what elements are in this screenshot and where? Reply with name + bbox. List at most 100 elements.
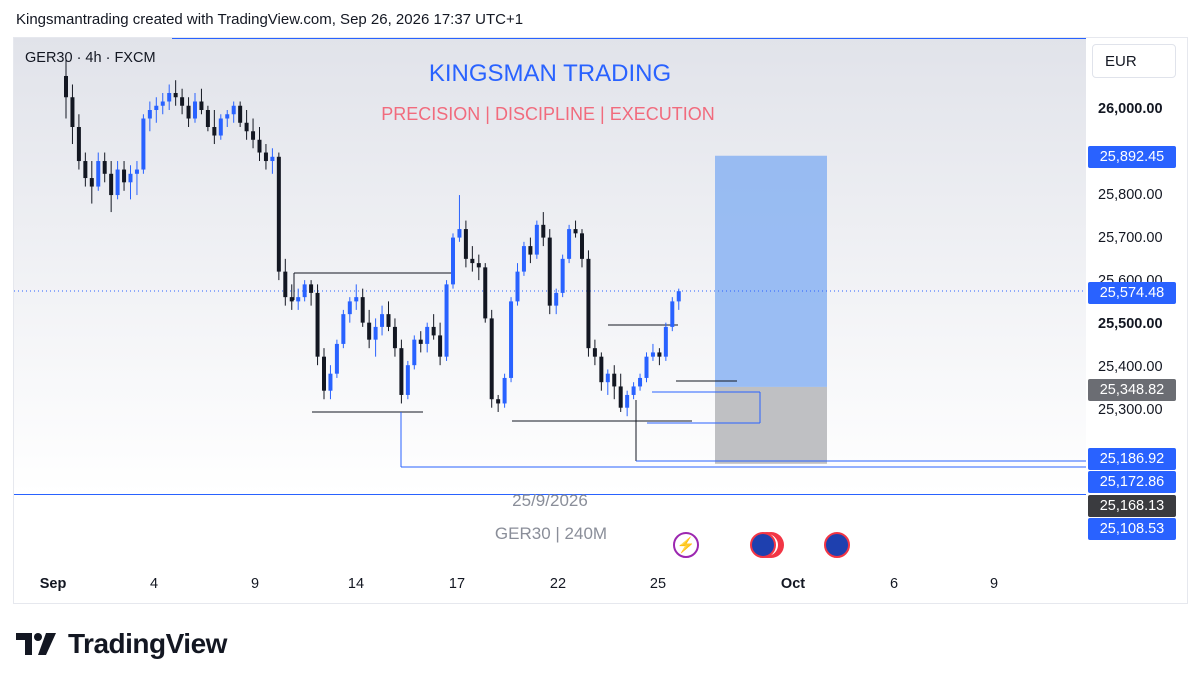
candle-body <box>625 394 630 408</box>
candle-body <box>64 75 68 98</box>
candle-body <box>521 246 526 272</box>
candle-body <box>109 173 114 196</box>
candle-body <box>528 246 533 255</box>
time-axis-label: 4 <box>149 576 159 592</box>
candle-body <box>231 105 236 115</box>
candle-body <box>509 301 514 378</box>
price-tag[interactable]: 25,172.86 <box>1088 471 1176 493</box>
candle-body <box>115 169 120 196</box>
candle-body <box>386 314 391 327</box>
price-tag[interactable]: 25,574.48 <box>1088 282 1176 304</box>
candle-body <box>560 258 565 293</box>
candle-body <box>193 101 197 119</box>
candle-body <box>160 101 165 106</box>
currency-button[interactable]: EUR <box>1092 44 1176 78</box>
candle-body <box>380 314 385 327</box>
price-axis-label: 25,300.00 <box>1098 402 1163 418</box>
candle-body <box>412 339 417 366</box>
chart-credit: Kingsmantrading created with TradingView… <box>16 11 524 28</box>
candle-body <box>367 322 372 340</box>
candle-body <box>128 173 133 183</box>
target-zone <box>715 155 827 387</box>
candle-body <box>289 297 294 302</box>
candle-body <box>670 301 675 327</box>
candle-body <box>470 258 475 264</box>
candle-body <box>270 156 275 162</box>
tradingview-logo-icon <box>16 633 56 655</box>
candle-body <box>134 169 139 174</box>
candle-body <box>360 297 365 323</box>
candle-body <box>612 373 617 387</box>
candle-body <box>70 97 75 128</box>
candle-body <box>341 314 346 344</box>
candle-body <box>373 326 378 340</box>
candle-body <box>586 258 591 349</box>
candle-body <box>663 326 668 357</box>
tradingview-logo-text: TradingView <box>68 628 227 659</box>
price-tag[interactable]: 25,168.13 <box>1088 495 1176 517</box>
tradingview-logo[interactable]: TradingView <box>16 628 227 660</box>
candle-body <box>399 348 404 395</box>
candle-body <box>347 301 352 315</box>
price-tag[interactable]: 25,892.45 <box>1088 146 1176 168</box>
candle-body <box>463 229 468 259</box>
candle-body <box>154 105 159 110</box>
candle-body <box>534 224 539 255</box>
candle-body <box>251 131 256 140</box>
candle-body <box>554 292 559 306</box>
flash-event-icon[interactable]: ⚡ <box>673 532 699 558</box>
eu-flag-icon[interactable] <box>824 532 850 558</box>
candle-body <box>547 237 552 306</box>
candle-body <box>276 156 281 272</box>
price-tag[interactable]: 25,108.53 <box>1088 518 1176 540</box>
watermark-title: KINGSMAN TRADING <box>428 60 672 87</box>
candle-body <box>425 326 430 344</box>
candle-body <box>212 127 217 136</box>
candle-body <box>431 326 436 336</box>
price-tag[interactable]: 25,186.92 <box>1088 448 1176 470</box>
candle-body <box>83 161 88 179</box>
candle-body <box>334 343 339 374</box>
candle-body <box>573 229 578 234</box>
candle-body <box>392 326 397 349</box>
candle-body <box>244 122 249 132</box>
price-axis-label: 25,800.00 <box>1098 187 1163 203</box>
candle-body <box>173 92 178 98</box>
candle-body <box>186 105 191 119</box>
candle-body <box>605 373 610 383</box>
candle-body <box>483 267 488 319</box>
candle-body <box>205 110 210 128</box>
candle-body <box>541 224 546 238</box>
candle-body <box>567 229 572 259</box>
candle-body <box>515 271 520 302</box>
candle-body <box>592 348 597 357</box>
eu-flag-icon[interactable] <box>750 532 776 558</box>
candle-body <box>451 237 455 285</box>
candle-body <box>76 127 81 162</box>
price-tag[interactable]: 25,348.82 <box>1088 379 1176 401</box>
candle-body <box>328 373 333 391</box>
candle-body <box>199 101 204 110</box>
time-axis-label: 25 <box>649 576 667 592</box>
price-axis-label: 25,400.00 <box>1098 359 1163 375</box>
symbol-info[interactable]: GER30 · 4h · FXCM <box>25 50 156 66</box>
candle-body <box>315 292 320 357</box>
time-axis-label: 6 <box>889 576 899 592</box>
candle-body <box>405 365 410 395</box>
candle-body <box>180 97 185 106</box>
candle-body <box>631 386 636 395</box>
candle-body <box>354 297 359 302</box>
watermark-date: 25/9/2026 <box>512 491 588 510</box>
candle-body <box>650 352 655 357</box>
time-axis-label: 9 <box>250 576 260 592</box>
watermark-subtitle: PRECISION | DISCIPLINE | EXECUTION <box>381 104 715 124</box>
time-axis-label: 17 <box>448 576 466 592</box>
candle-body <box>618 386 623 408</box>
candle-body <box>638 377 643 387</box>
candle-body <box>657 352 662 357</box>
candle-body <box>296 297 301 302</box>
candle-body <box>225 114 230 119</box>
price-axis-label: 25,500.00 <box>1098 316 1163 332</box>
time-axis-label: 22 <box>549 576 567 592</box>
